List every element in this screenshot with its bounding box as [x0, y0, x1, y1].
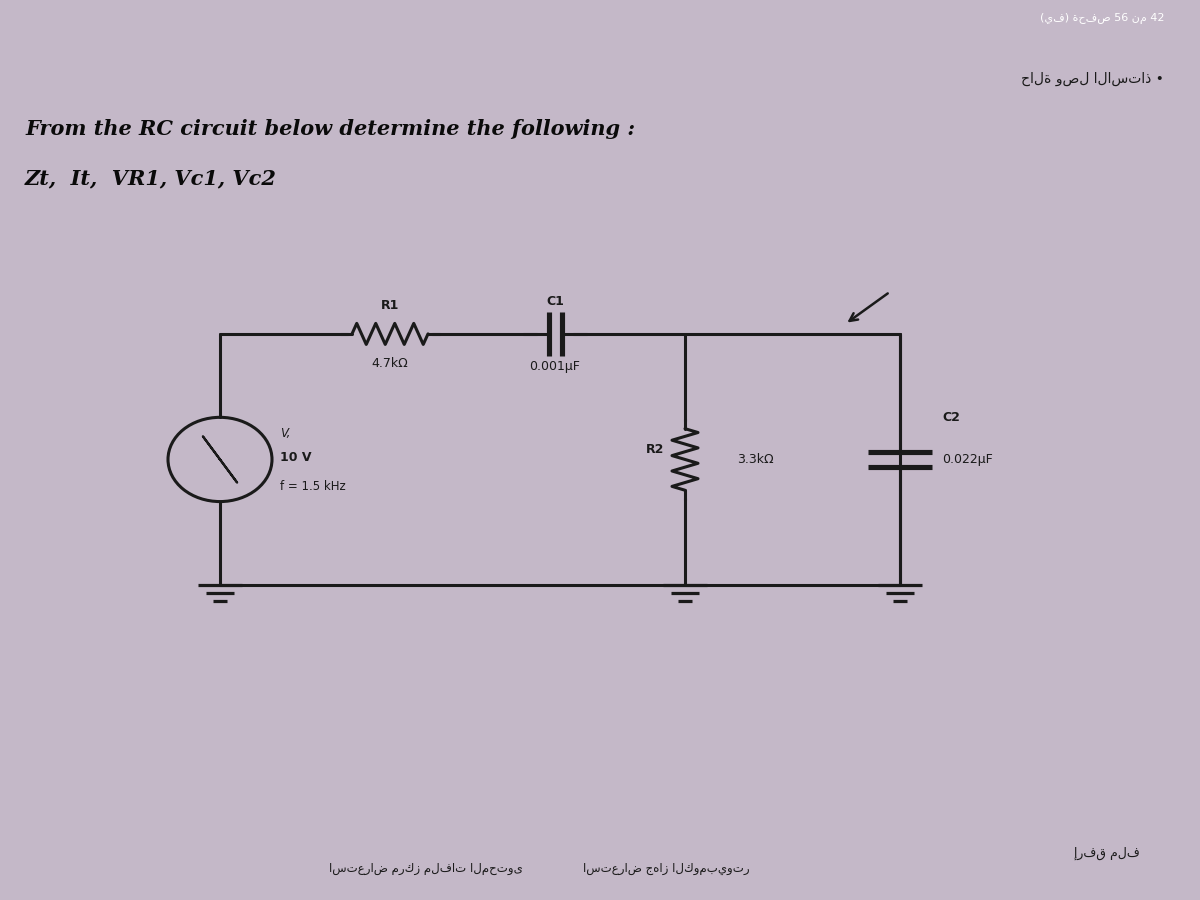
Text: 4.7kΩ: 4.7kΩ [372, 356, 408, 370]
Text: إرفق ملف: إرفق ملف [1074, 847, 1140, 860]
Text: f = 1.5 kHz: f = 1.5 kHz [280, 481, 346, 493]
Text: 3.3kΩ: 3.3kΩ [737, 453, 774, 466]
Text: R1: R1 [380, 299, 400, 312]
Text: (يف) ةحفص 56 نم 42: (يف) ةحفص 56 نم 42 [1039, 13, 1164, 23]
Text: From the RC circuit below determine the following :: From the RC circuit below determine the … [25, 120, 635, 140]
Text: حالة وصل الاستاذ •: حالة وصل الاستاذ • [1021, 72, 1164, 86]
Text: استعراض جهاز الكومبيوتر: استعراض جهاز الكومبيوتر [583, 861, 749, 875]
Text: Zt,  It,  VR1, Vc1, Vc2: Zt, It, VR1, Vc1, Vc2 [25, 168, 277, 188]
Text: 0.022μF: 0.022μF [942, 453, 992, 466]
Text: R2: R2 [646, 443, 664, 456]
Text: 0.001μF: 0.001μF [529, 360, 581, 373]
Text: C1: C1 [546, 295, 564, 308]
Text: V,: V, [280, 427, 290, 440]
Text: استعراض مركز ملفات المحتوى: استعراض مركز ملفات المحتوى [329, 861, 523, 875]
Text: C2: C2 [942, 410, 960, 424]
Text: 10 V: 10 V [280, 451, 312, 464]
